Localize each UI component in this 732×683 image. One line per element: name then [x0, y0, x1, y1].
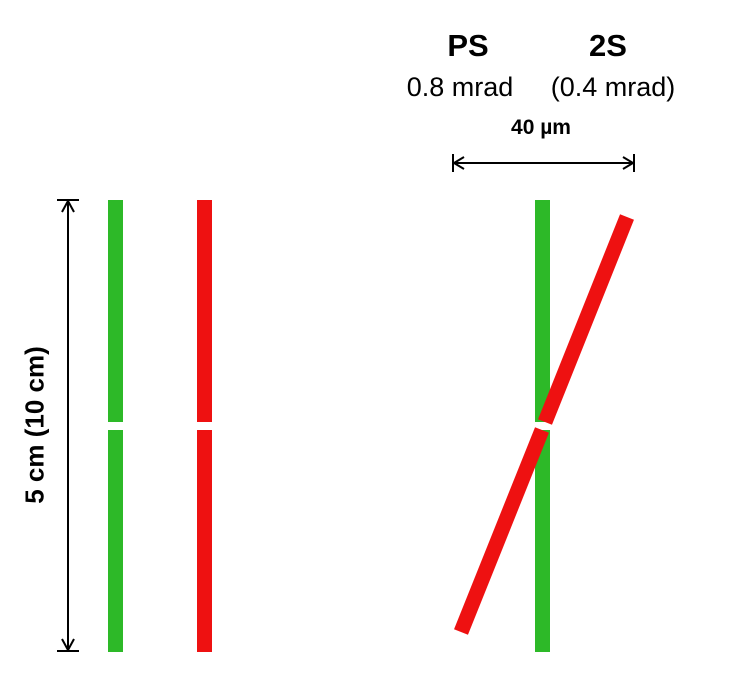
red-strip-tilted-upper	[538, 214, 634, 425]
spacing-arrow	[452, 154, 635, 172]
green-strip-lower	[108, 430, 123, 652]
2s-label: 2S	[589, 28, 627, 63]
red-strip-tilted-lower	[454, 427, 549, 635]
red-strip-lower	[197, 430, 212, 652]
red-strip-upper	[197, 200, 212, 422]
spacing-label: 40 µm	[511, 116, 571, 139]
green-strip-right-upper	[535, 200, 550, 422]
length-arrow	[57, 198, 79, 653]
ps-label: PS	[447, 28, 489, 63]
green-strip-upper	[108, 200, 123, 422]
green-strip-right-lower	[535, 430, 550, 652]
2s-angle-label: (0.4 mrad)	[550, 72, 676, 102]
ps-angle-label: 0.8 mrad	[406, 72, 514, 102]
